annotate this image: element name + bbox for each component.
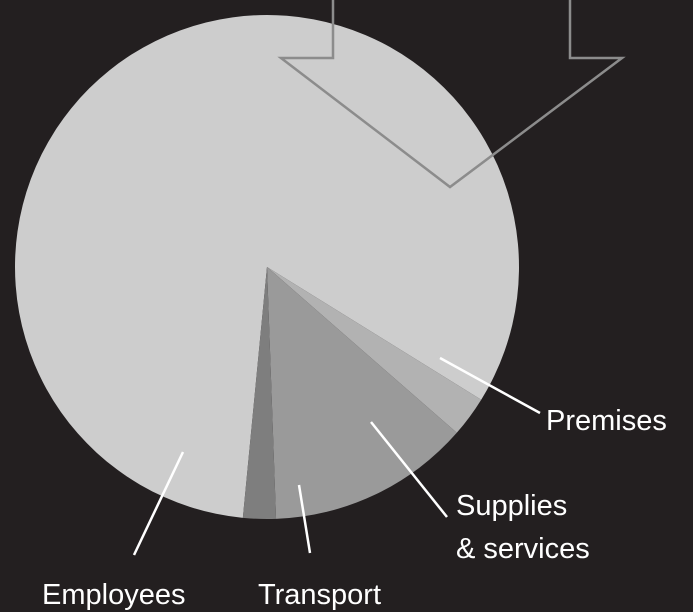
- leader-line-employees: [132, 451, 185, 556]
- leader-line-supplies: [370, 421, 448, 518]
- down-arrow-annotation: [277, 0, 626, 189]
- transport-label: Transport: [258, 579, 381, 611]
- employees-label: Employees: [42, 579, 185, 611]
- pie-slice-employees: [15, 15, 520, 518]
- leader-lines: [132, 356, 541, 556]
- supplies-label-line1: Supplies: [456, 490, 567, 522]
- leader-line-premises: [439, 356, 541, 415]
- supplies-label-line2: & services: [456, 533, 590, 565]
- pie-slice-transport: [242, 267, 277, 520]
- pie-slice-supplies-services: [267, 267, 457, 519]
- premises-label: Premises: [546, 405, 667, 437]
- pie-slice-premises: [267, 267, 482, 433]
- leader-line-transport: [297, 484, 312, 554]
- pie-slices: [15, 15, 520, 520]
